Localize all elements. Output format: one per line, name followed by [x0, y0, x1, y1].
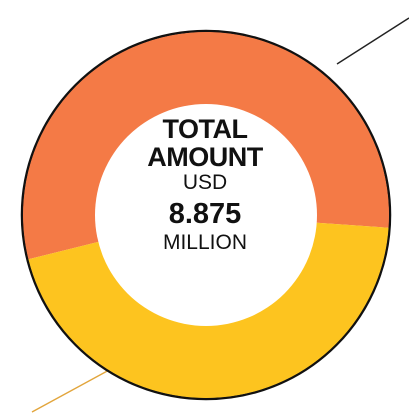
center-total-value: 8.875: [168, 198, 242, 230]
donut-outline: [20, 29, 392, 401]
center-title-line2: AMOUNT: [147, 142, 263, 172]
center-currency: USD: [182, 171, 228, 194]
center-label: TOTAL AMOUNT USD 8.875 MILLION: [105, 115, 305, 255]
donut-hole: [95, 104, 317, 326]
center-title-line1: TOTAL: [162, 114, 249, 144]
center-unit: MILLION: [162, 231, 248, 254]
leader-line-orange: [336, 17, 409, 65]
